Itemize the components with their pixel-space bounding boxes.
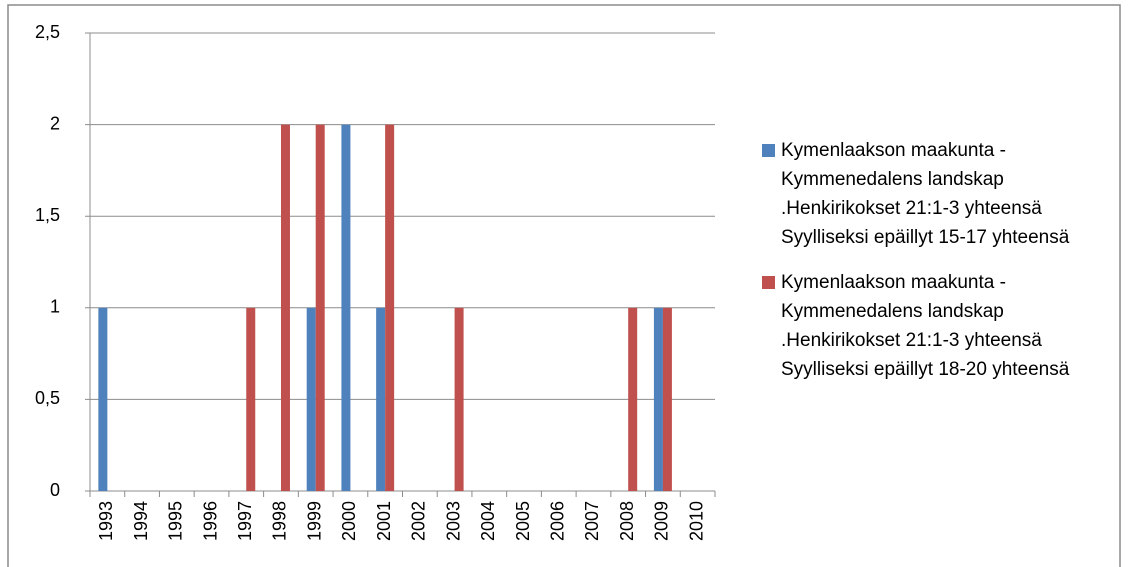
x-tick-label: 2009 xyxy=(652,501,672,541)
bar xyxy=(98,307,108,491)
chart-frame xyxy=(7,4,1121,567)
x-tick-label: 1999 xyxy=(304,501,324,541)
x-tick-label: 2008 xyxy=(617,501,637,541)
legend: Kymenlaakson maakunta - Kymmenedalens la… xyxy=(762,136,1112,400)
bar xyxy=(628,307,638,491)
legend-swatch xyxy=(762,276,775,289)
x-tick-label: 2002 xyxy=(409,501,429,541)
bar xyxy=(246,307,256,491)
x-tick-label: 1998 xyxy=(270,501,290,541)
y-tick-label: 1,5 xyxy=(35,205,60,225)
bar xyxy=(376,307,386,491)
x-tick-label: 2001 xyxy=(374,501,394,541)
legend-item: Kymenlaakson maakunta - Kymmenedalens la… xyxy=(762,268,1112,384)
x-tick-label: 2006 xyxy=(548,501,568,541)
x-tick-label: 2003 xyxy=(443,501,463,541)
legend-swatch xyxy=(762,144,775,157)
legend-item: Kymenlaakson maakunta - Kymmenedalens la… xyxy=(762,136,1112,252)
y-tick-label: 2,5 xyxy=(35,22,60,42)
y-tick-label: 1 xyxy=(50,297,60,317)
bar xyxy=(653,307,663,491)
x-tick-label: 1993 xyxy=(96,501,116,541)
x-tick-label: 1995 xyxy=(166,501,186,541)
bar xyxy=(315,124,325,491)
x-tick-label: 1997 xyxy=(235,501,255,541)
x-tick-label: 1996 xyxy=(200,501,220,541)
x-tick-label: 1994 xyxy=(131,501,151,541)
bar xyxy=(280,124,290,491)
bar xyxy=(341,124,351,491)
bar xyxy=(385,124,395,491)
y-tick-label: 0 xyxy=(50,480,60,500)
x-tick-label: 2000 xyxy=(339,501,359,541)
x-tick-label: 2004 xyxy=(478,501,498,541)
legend-label: Kymenlaakson maakunta - Kymmenedalens la… xyxy=(781,140,1070,248)
legend-label: Kymenlaakson maakunta - Kymmenedalens la… xyxy=(781,272,1070,380)
bar xyxy=(454,307,464,491)
y-tick-label: 2 xyxy=(50,113,60,133)
bar xyxy=(306,307,316,491)
y-tick-label: 0,5 xyxy=(35,388,60,408)
bar xyxy=(662,307,672,491)
x-tick-label: 2005 xyxy=(513,501,533,541)
x-tick-label: 2010 xyxy=(686,501,706,541)
x-tick-label: 2007 xyxy=(582,501,602,541)
